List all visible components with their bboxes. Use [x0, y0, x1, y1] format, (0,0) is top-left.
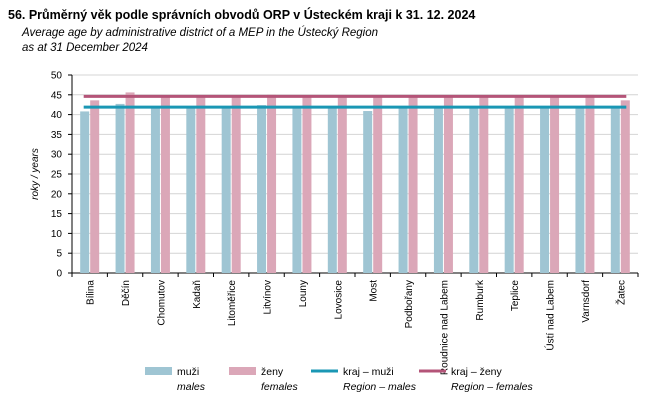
y-tick-label: 35 [51, 130, 63, 141]
bar-females [550, 96, 560, 273]
bar-females [408, 97, 418, 274]
bar-males [257, 105, 267, 273]
legend-females-swatch [229, 367, 256, 375]
x-tick-label: Roudnice nad Labem [439, 280, 450, 375]
bar-males [186, 106, 196, 274]
y-tick-label: 30 [51, 150, 63, 161]
x-tick-label: Podbořany [404, 280, 415, 328]
legend-region-males-label: kraj – muži [343, 366, 394, 378]
bar-males [150, 108, 160, 273]
x-tick-label: Chomutov [156, 280, 167, 326]
legend-females-label-en: females [261, 381, 299, 393]
bar-males [610, 108, 620, 273]
bar-males [433, 107, 443, 273]
bar-females [443, 96, 453, 273]
bar-females [302, 96, 312, 273]
bar-females [90, 100, 100, 274]
y-axis-label: roky / years [30, 148, 41, 200]
legend-males-swatch [145, 367, 172, 375]
bar-females [267, 94, 277, 273]
bar-females [196, 96, 206, 273]
y-tick-label: 15 [51, 209, 63, 220]
y-tick-label: 5 [56, 249, 62, 260]
bar-males [363, 111, 373, 273]
chart-title: 56. Průměrný věk podle správních obvodů … [8, 8, 476, 22]
bar-females [160, 96, 170, 273]
x-tick-label: Litoměřice [227, 280, 238, 327]
legend-females-label: ženy [261, 366, 284, 378]
y-tick-label: 10 [51, 229, 63, 240]
bar-males [327, 107, 337, 273]
y-tick-label: 45 [51, 90, 63, 101]
bar-males [221, 107, 231, 274]
bar-females [125, 92, 135, 273]
x-tick-label: Louny [298, 280, 309, 307]
bar-males [80, 111, 90, 273]
bar-males [469, 107, 479, 274]
x-tick-label: Bílina [86, 280, 97, 305]
bar-males [398, 108, 408, 273]
x-tick-label: Žatec [614, 280, 627, 305]
legend-males-label-en: males [177, 381, 206, 393]
bar-males [504, 107, 514, 274]
x-tick-label: Ústí nad Labem [544, 280, 557, 351]
y-tick-label: 25 [51, 170, 63, 181]
x-tick-label: Teplice [510, 280, 521, 312]
x-tick-label: Kadaň [192, 280, 203, 309]
legend-region-females-label-en: Region – females [451, 381, 533, 393]
bar-females [337, 97, 347, 274]
legend-males-label: muži [177, 366, 199, 378]
bar-females [373, 96, 383, 273]
bar-females [585, 94, 595, 273]
bar-males [292, 106, 302, 274]
x-tick-label: Most [369, 280, 380, 302]
bar-females [231, 96, 241, 273]
y-tick-label: 40 [51, 110, 63, 121]
y-tick-label: 50 [51, 71, 63, 82]
legend-region-females-label: kraj – ženy [451, 366, 503, 378]
bar-males [575, 106, 585, 274]
x-tick-label: Rumburk [475, 279, 486, 321]
chart-subtitle-line1: Average age by administrative district o… [22, 27, 379, 39]
bar-females [479, 95, 489, 273]
legend-region-males-label-en: Region – males [343, 381, 417, 393]
chart-subtitle-line2: as at 31 December 2024 [22, 42, 148, 54]
x-tick-label: Litvínov [263, 280, 274, 314]
y-tick-label: 20 [51, 189, 63, 200]
y-tick-label: 0 [56, 269, 62, 280]
bar-males [540, 108, 550, 273]
bar-males [115, 103, 125, 274]
bar-females [620, 100, 630, 274]
x-tick-label: Děčín [121, 280, 132, 306]
x-tick-label: Lovosice [333, 280, 344, 320]
x-tick-label: Varnsdorf [581, 280, 592, 323]
bar-females [514, 95, 524, 273]
